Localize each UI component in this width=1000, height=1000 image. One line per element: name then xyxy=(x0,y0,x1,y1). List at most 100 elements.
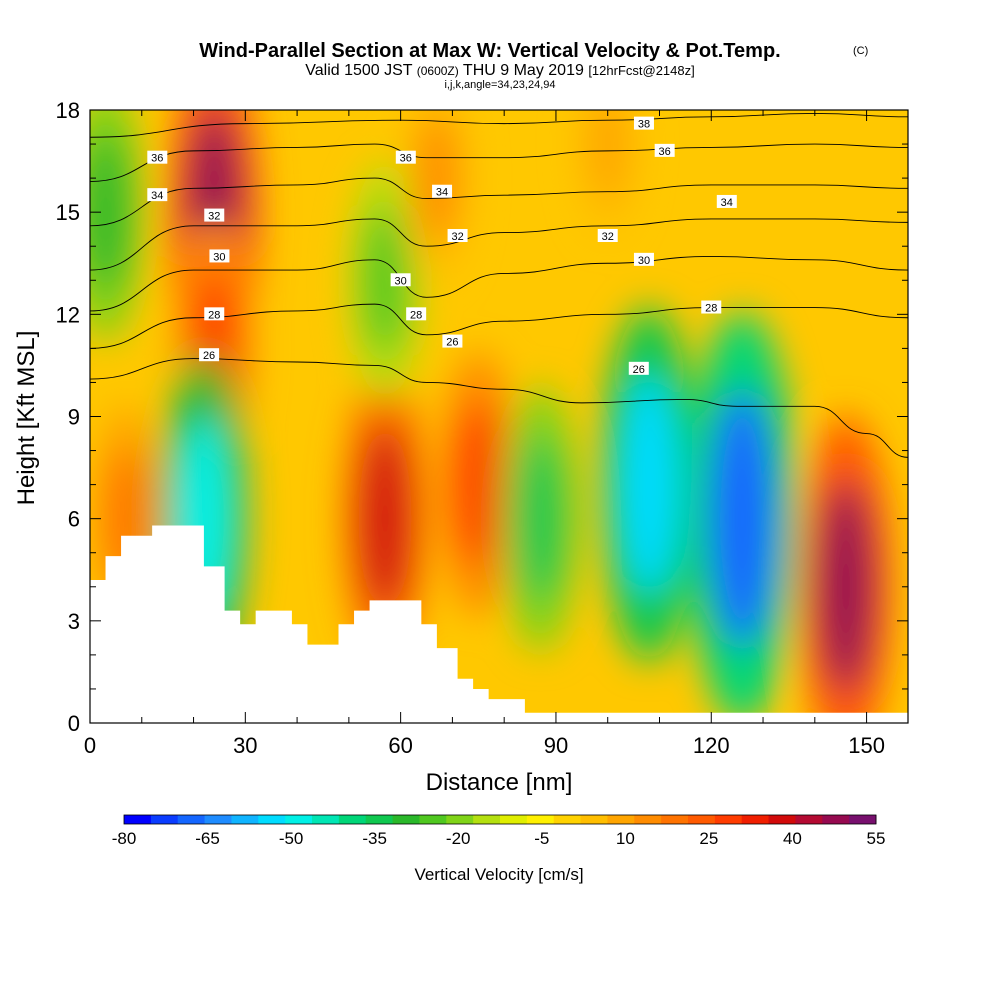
theta-label-box xyxy=(633,116,654,130)
colorbar-swatch xyxy=(688,815,716,824)
theta-label-text: 34 xyxy=(721,197,733,209)
colorbar-swatch xyxy=(124,815,152,824)
theta-label-box xyxy=(204,307,225,321)
colorbar-tick-label: 25 xyxy=(699,829,718,848)
theta-label-box xyxy=(432,184,453,198)
theta-label-text: 30 xyxy=(638,255,650,267)
y-tick-label: 9 xyxy=(68,405,80,430)
theta-label-text: 32 xyxy=(451,231,463,243)
theta-label-box xyxy=(204,208,225,222)
velocity-cell xyxy=(416,111,458,245)
theta-label-text: 28 xyxy=(410,309,422,321)
colorbar-swatch xyxy=(473,815,501,824)
subtitle-date: THU 9 May 2019 xyxy=(463,62,584,79)
theta-label-26: 26 xyxy=(442,334,463,349)
colorbar-swatch xyxy=(419,815,447,824)
colorbar-swatch xyxy=(338,815,367,824)
chart-title: Wind-Parallel Section at Max W: Vertical… xyxy=(199,40,780,62)
subtitle-forecast: [12hrFcst@2148z] xyxy=(588,63,694,78)
x-tick-label: 0 xyxy=(84,733,96,758)
chart-subtitle-indices: i,j,k,angle=34,23,24,94 xyxy=(444,79,555,91)
colorbar-tick-label: -20 xyxy=(446,829,471,848)
y-tick-label: 6 xyxy=(68,507,80,532)
theta-label-text: 28 xyxy=(705,303,717,315)
colorbar-tick-label: -50 xyxy=(279,829,304,848)
theta-label-box xyxy=(209,249,230,263)
theta-label-34: 34 xyxy=(716,194,737,209)
theta-label-36: 36 xyxy=(654,143,675,158)
colorbar-tick-label: 10 xyxy=(616,829,635,848)
theta-label-30: 30 xyxy=(633,252,654,267)
colorbar-tick-label: -80 xyxy=(112,829,137,848)
theta-contour-28 xyxy=(90,303,908,349)
colorbar-swatch xyxy=(553,815,582,824)
theta-label-28: 28 xyxy=(204,307,225,321)
theta-label-text: 26 xyxy=(203,350,215,362)
colorbar-tick-label: -5 xyxy=(534,829,549,848)
colorbar-swatch xyxy=(607,815,635,824)
colorbar-frame xyxy=(123,814,877,825)
colorbar-swatch xyxy=(661,815,689,824)
colorbar-swatch xyxy=(634,815,662,824)
y-tick-label: 18 xyxy=(56,98,80,123)
colorbar-swatch xyxy=(741,815,770,824)
theta-label-box xyxy=(447,229,468,243)
colorbar-tick-label: 55 xyxy=(867,829,886,848)
colorbar-swatch xyxy=(822,815,850,824)
theta-contour-36 xyxy=(90,143,908,182)
theta-label-text: 34 xyxy=(436,187,448,199)
theta-label-box xyxy=(395,150,416,164)
theta-label-text: 36 xyxy=(400,153,412,165)
colorbar: -80 -65 -50 -35 -20 -5 10 25 40 55 xyxy=(112,814,886,848)
theta-label-30: 30 xyxy=(209,249,230,263)
x-tick-label: 120 xyxy=(693,733,730,758)
colorbar-swatch xyxy=(795,815,823,824)
velocity-cell xyxy=(454,401,503,569)
theta-label-28: 28 xyxy=(406,307,427,321)
velocity-cell xyxy=(362,205,408,356)
colorbar-swatch xyxy=(285,815,313,824)
theta-label-box xyxy=(597,229,618,243)
theta-label-36: 36 xyxy=(147,150,168,165)
y-tick-label: 12 xyxy=(56,302,80,327)
colorbar-swatch xyxy=(231,815,259,824)
theta-label-text: 36 xyxy=(151,153,163,165)
velocity-cell xyxy=(589,110,627,202)
colorbar-swatch xyxy=(714,815,743,824)
theta-label-30: 30 xyxy=(390,273,411,287)
theta-label-box xyxy=(633,252,654,266)
colorbar-swatch xyxy=(580,815,608,824)
theta-label-32: 32 xyxy=(447,229,468,243)
contour-labels: 26 26 26 28 28 28 30 30 30 32 32 32 34 34 34 36 36 36 38 xyxy=(147,116,737,376)
theta-label-box xyxy=(390,273,411,287)
theta-label-text: 28 xyxy=(208,309,220,321)
colorbar-swatch xyxy=(312,815,340,824)
velocity-cell xyxy=(516,435,565,603)
theta-contour-34 xyxy=(90,177,908,227)
terrain-mask xyxy=(90,525,908,723)
velocity-cell xyxy=(708,389,776,648)
colorbar-tick-label: 40 xyxy=(783,829,802,848)
velocity-cell xyxy=(619,373,679,596)
theta-contour-38 xyxy=(90,112,908,138)
colorbar-swatch xyxy=(365,815,394,824)
theta-label-box xyxy=(406,307,427,321)
theta-label-box xyxy=(147,150,168,164)
velocity-cell xyxy=(358,423,412,615)
title-mark: (C) xyxy=(853,45,868,57)
colorbar-tick-label: -65 xyxy=(195,829,220,848)
y-axis-label: Height [Kft MSL] xyxy=(13,331,40,506)
colorbar-swatch xyxy=(500,815,528,824)
theta-label-text: 32 xyxy=(602,231,614,243)
colorbar-swatch xyxy=(204,815,232,824)
y-tick-label: 0 xyxy=(68,711,80,736)
theta-label-box xyxy=(654,143,675,157)
x-tick-label: 30 xyxy=(233,733,257,758)
vertical-velocity-field xyxy=(90,110,893,723)
theta-label-34: 34 xyxy=(432,184,453,199)
theta-label-34: 34 xyxy=(147,188,168,202)
y-tick-label: 3 xyxy=(68,609,80,634)
theta-label-text: 32 xyxy=(208,211,220,223)
theta-label-32: 32 xyxy=(597,229,618,243)
